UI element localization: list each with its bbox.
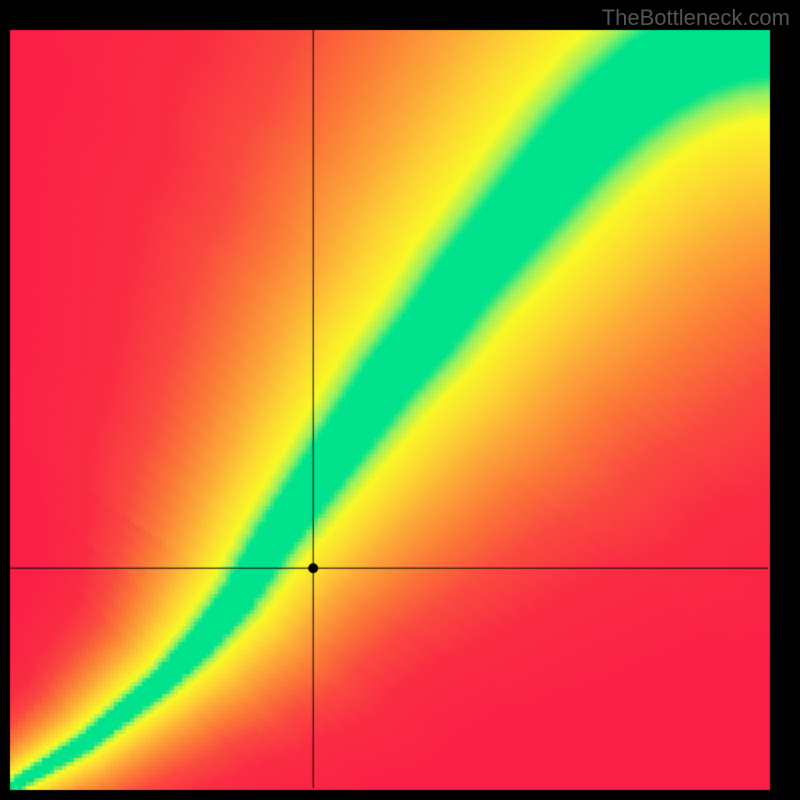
bottleneck-heatmap <box>0 0 800 800</box>
chart-container: TheBottleneck.com <box>0 0 800 800</box>
watermark-text: TheBottleneck.com <box>602 5 790 31</box>
